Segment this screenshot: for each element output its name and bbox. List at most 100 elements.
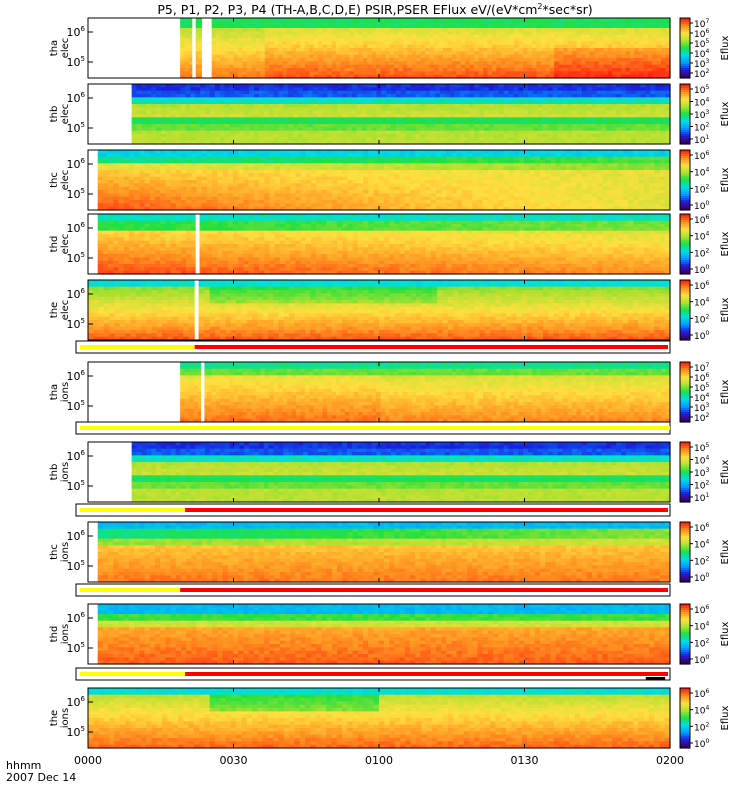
heat-cell	[487, 21, 493, 26]
heat-cell	[474, 124, 480, 128]
heat-cell	[444, 84, 451, 88]
heat-cell	[165, 176, 172, 181]
heat-cell	[442, 61, 448, 66]
heat-cell	[255, 44, 261, 49]
data-gap	[201, 18, 212, 78]
heat-cell	[454, 87, 461, 92]
heat-cell	[478, 18, 484, 22]
heat-cell	[482, 71, 489, 76]
heat-cell	[505, 34, 511, 39]
heat-cell	[576, 21, 582, 26]
heat-cell	[268, 130, 275, 135]
heat-cell	[638, 38, 644, 42]
heat-cell	[309, 64, 315, 69]
heat-cell	[393, 28, 399, 32]
heat-cell	[589, 68, 595, 72]
heat-cell	[621, 104, 627, 108]
heat-cell	[567, 134, 573, 138]
heat-cell	[118, 160, 125, 164]
heat-cell	[612, 71, 618, 76]
heat-cell	[307, 127, 314, 132]
heat-cell	[439, 87, 446, 92]
heat-cell	[665, 140, 671, 145]
heat-cell	[606, 117, 612, 122]
heat-cell	[563, 71, 569, 76]
heat-cell	[601, 87, 607, 92]
heat-cell	[185, 90, 191, 95]
heat-cell	[493, 100, 500, 105]
heat-cell	[665, 97, 671, 102]
heat-cell	[528, 120, 534, 125]
heat-cell	[298, 124, 304, 128]
heat-cell	[367, 64, 373, 69]
heat-cell	[601, 90, 607, 95]
heat-cell	[180, 160, 187, 164]
heat-cell	[625, 140, 632, 145]
heat-cell	[165, 156, 172, 161]
heat-cell	[612, 58, 618, 62]
heat-cell	[185, 97, 191, 102]
heat-cell	[567, 107, 573, 112]
heat-cell	[496, 21, 502, 26]
heat-cell	[400, 100, 407, 105]
heat-cell	[219, 134, 226, 138]
heat-cell	[214, 127, 221, 132]
heat-cell	[391, 124, 397, 128]
heat-cell	[219, 130, 226, 135]
heat-cell	[233, 61, 239, 66]
heat-cell	[629, 71, 635, 76]
heat-cell	[322, 127, 329, 132]
heat-cell	[161, 87, 167, 92]
heat-cell	[567, 28, 573, 32]
heat-cell	[498, 90, 505, 95]
heat-cell	[645, 137, 652, 142]
heat-cell	[572, 110, 578, 115]
heat-cell	[589, 44, 595, 49]
heat-cell	[400, 87, 407, 92]
heat-cell	[487, 18, 493, 22]
heat-cell	[591, 110, 598, 115]
heat-cell	[215, 48, 221, 52]
heat-cell	[518, 137, 524, 142]
heat-cell	[596, 137, 603, 142]
heat-cell	[136, 84, 143, 88]
heat-cell	[239, 87, 245, 92]
heat-cell	[625, 87, 632, 92]
heat-cell	[317, 87, 324, 92]
heat-cell	[238, 21, 244, 26]
heat-cell	[563, 44, 569, 49]
heat-cell	[351, 114, 358, 118]
heat-cell	[665, 68, 671, 72]
heat-cell	[336, 74, 342, 79]
heat-cell	[332, 114, 338, 118]
heat-cell	[661, 38, 667, 42]
heat-cell	[212, 190, 218, 194]
heat-cell	[638, 44, 644, 49]
heat-cell	[118, 176, 125, 181]
heat-cell	[488, 127, 495, 132]
heat-cell	[478, 24, 484, 29]
heat-cell	[487, 44, 493, 49]
heat-cell	[425, 127, 431, 132]
heat-cell	[283, 104, 289, 108]
heat-cell	[563, 24, 569, 29]
heat-cell	[255, 68, 261, 72]
heat-cell	[425, 94, 431, 98]
heat-cell	[136, 90, 143, 95]
heat-cell	[215, 38, 221, 42]
heat-cell	[503, 100, 510, 105]
heat-cell	[469, 104, 475, 108]
heat-cell	[576, 34, 582, 39]
heat-cell	[108, 163, 114, 168]
heat-cell	[558, 54, 564, 59]
heat-cell	[273, 110, 280, 115]
heat-cell	[439, 90, 446, 95]
heat-cell	[656, 54, 662, 59]
heat-cell	[629, 74, 635, 79]
heat-cell	[254, 117, 260, 122]
heat-cell	[238, 38, 244, 42]
heat-cell	[238, 206, 244, 211]
heat-cell	[558, 38, 564, 42]
heat-cell	[552, 134, 559, 138]
heat-cell	[151, 137, 157, 142]
